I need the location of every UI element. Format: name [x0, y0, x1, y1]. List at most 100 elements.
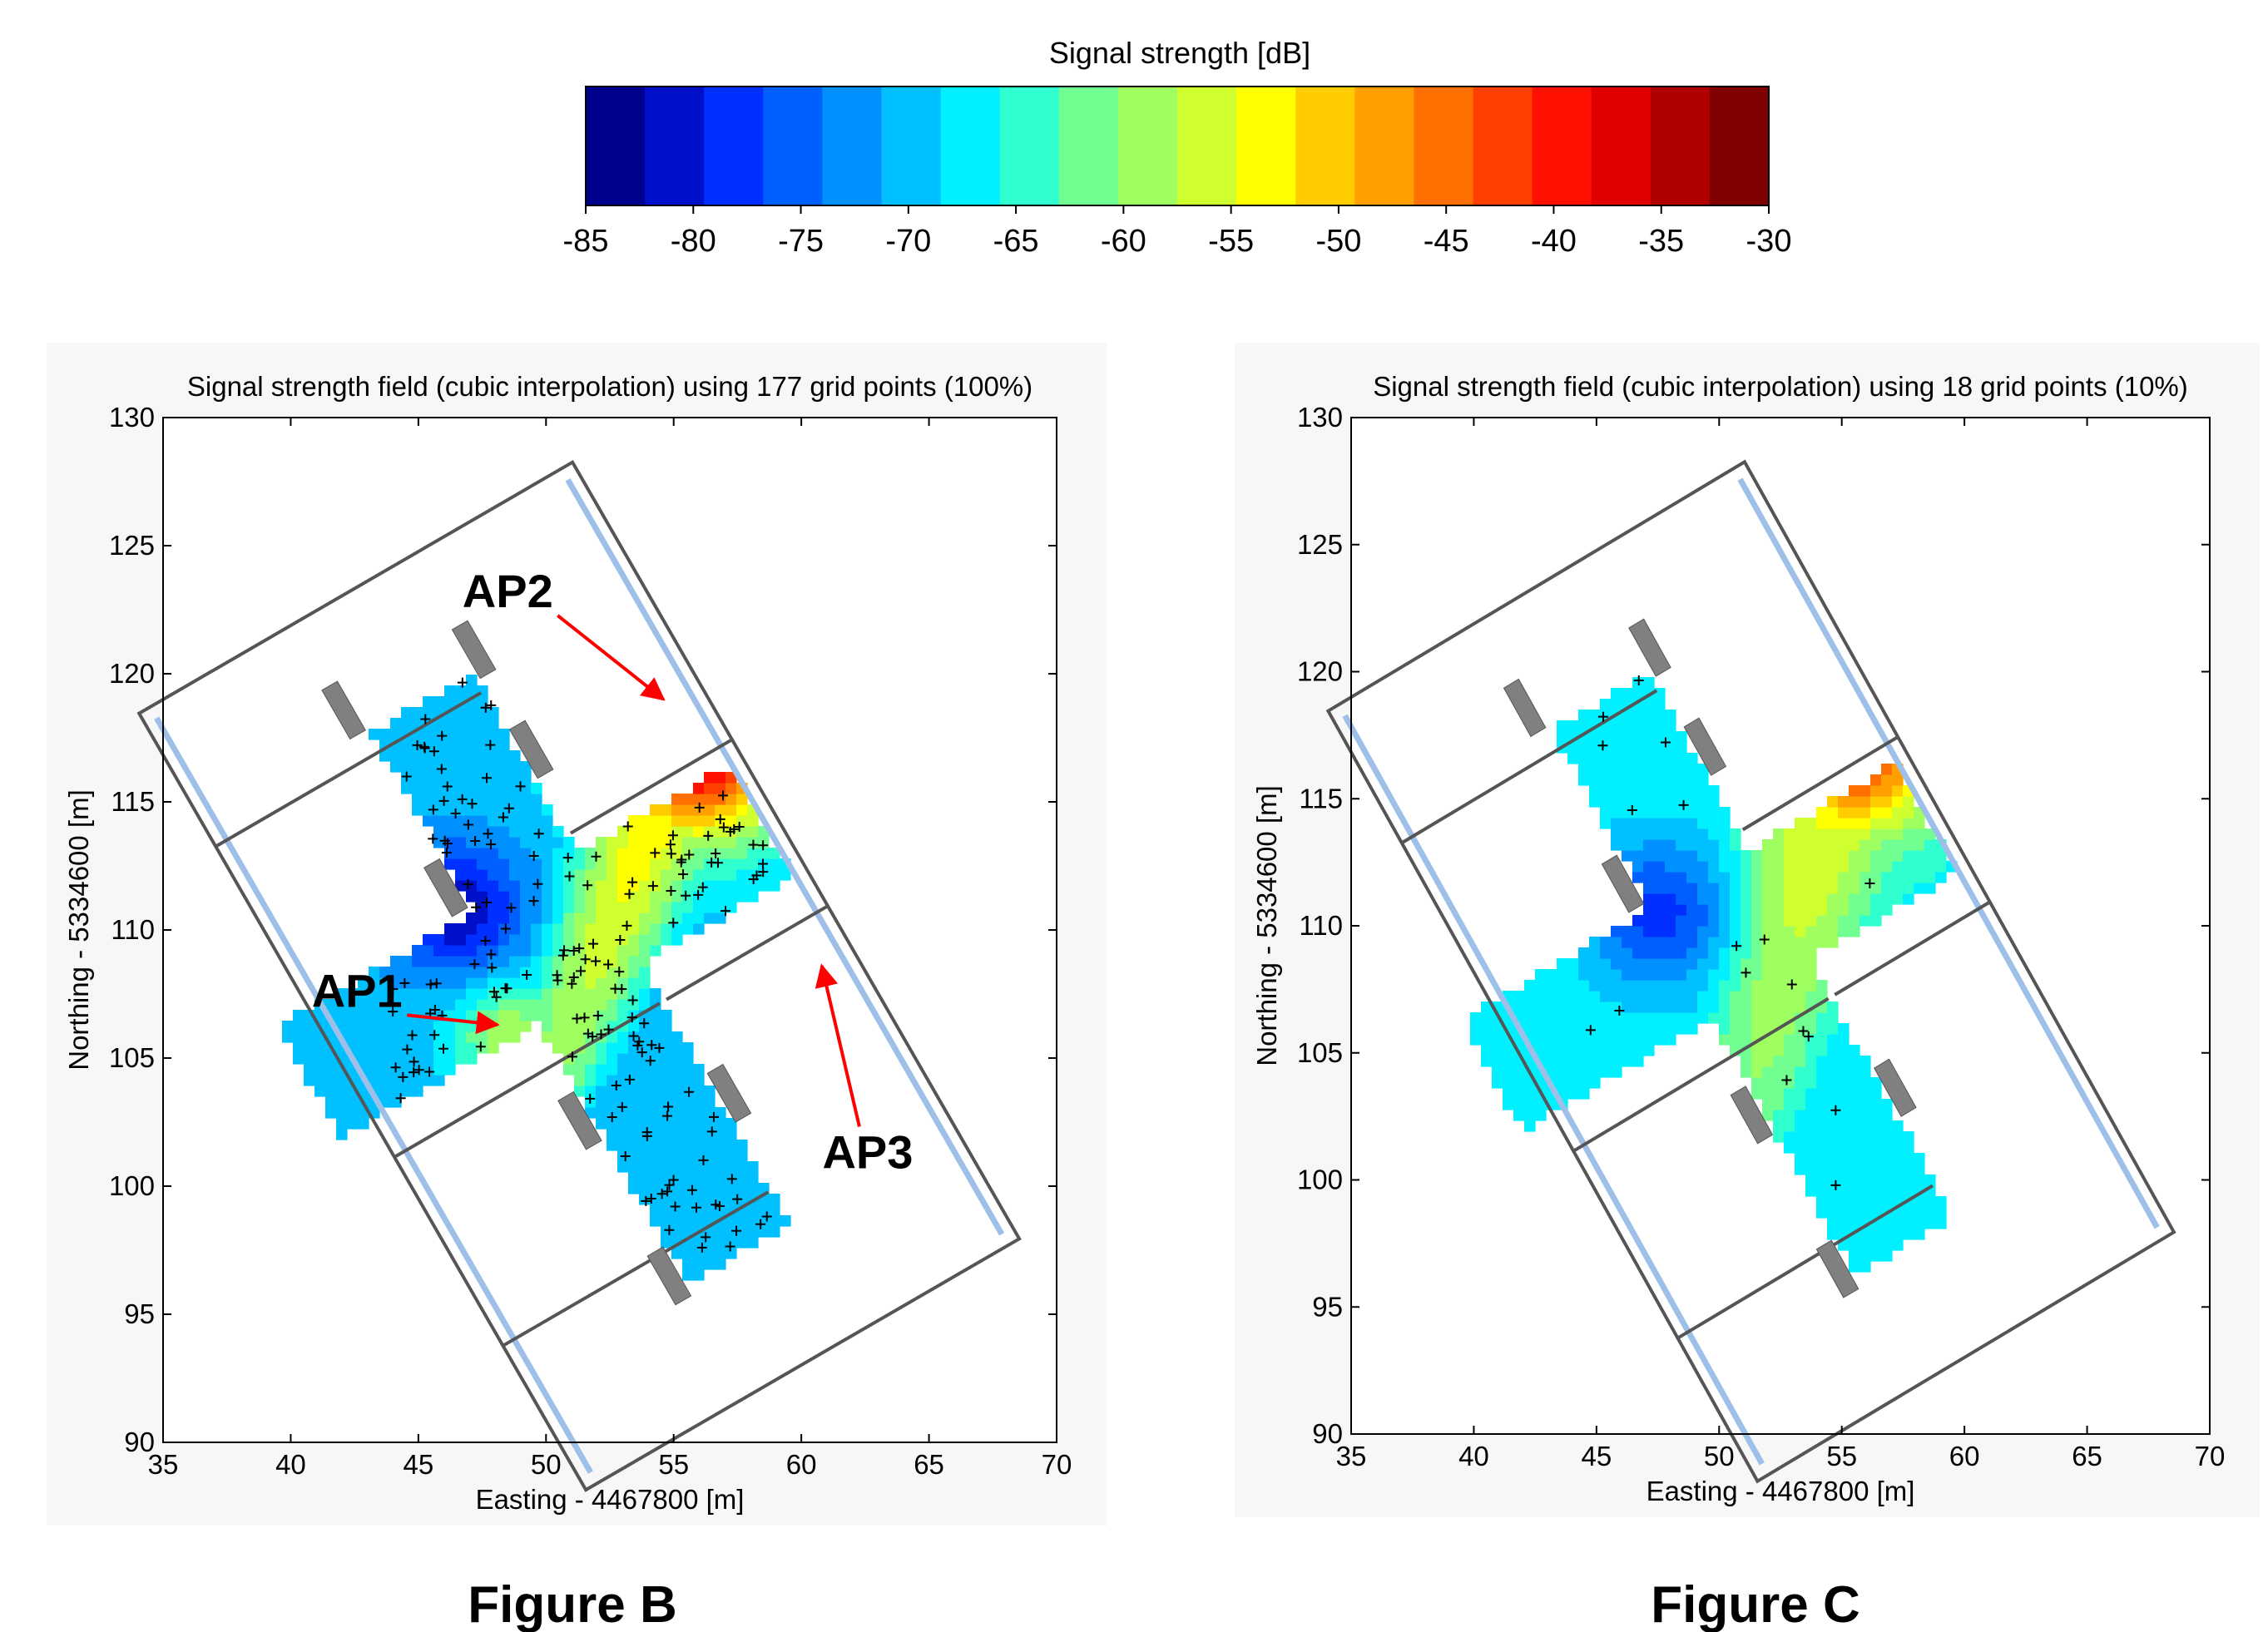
- colorbar-tick-label: -85: [563, 224, 609, 259]
- field-cell: [1578, 720, 1590, 732]
- grid-point-marker: [646, 1040, 657, 1051]
- field-cell: [1805, 1077, 1817, 1089]
- field-cell: [1622, 688, 1633, 700]
- field-cell: [542, 912, 553, 924]
- field-cell: [1589, 958, 1601, 970]
- field-cell: [1697, 947, 1709, 959]
- field-cell: [1708, 807, 1720, 818]
- field-cell: [1827, 926, 1839, 937]
- field-cell: [531, 923, 542, 935]
- field-cell: [1881, 764, 1893, 775]
- field-cell: [423, 945, 434, 957]
- field-cell: [1881, 1218, 1893, 1229]
- field-cell: [488, 956, 499, 967]
- field-cell: [1892, 883, 1904, 894]
- field-cell: [1881, 904, 1893, 916]
- grid-point-marker: [402, 1044, 413, 1055]
- field-cell: [1892, 1229, 1904, 1240]
- y-tick-label: 90: [1312, 1418, 1343, 1449]
- field-cell: [1730, 980, 1741, 992]
- field-cell: [682, 1053, 694, 1065]
- field-cell: [639, 977, 651, 989]
- field-cell: [617, 912, 629, 924]
- field-cell: [477, 1010, 488, 1021]
- field-cell: [1719, 861, 1731, 873]
- field-cell: [1805, 1088, 1817, 1100]
- field-cell: [1622, 710, 1633, 721]
- field-cell: [607, 912, 618, 924]
- field-cell: [1676, 872, 1687, 883]
- field-cell: [1686, 785, 1698, 797]
- field-cell: [466, 869, 478, 881]
- field-cell: [1838, 1034, 1850, 1046]
- field-cell: [379, 1053, 391, 1065]
- field-cell: [1881, 1110, 1893, 1121]
- field-cell: [1589, 937, 1601, 948]
- field-cell: [574, 858, 586, 870]
- field-cell: [585, 912, 597, 924]
- field-cell: [650, 1150, 661, 1162]
- field-cell: [1859, 807, 1871, 818]
- field-cell: [1870, 828, 1882, 840]
- field-cell: [682, 1064, 694, 1076]
- grid-point-marker: [409, 1056, 419, 1067]
- field-cell: [433, 1064, 445, 1076]
- field-cell: [1741, 883, 1752, 894]
- field-cell: [574, 956, 586, 967]
- field-cell: [347, 1021, 359, 1032]
- grid-point-marker: [483, 828, 493, 839]
- field-cell: [1676, 764, 1687, 775]
- field-cell: [1924, 850, 1936, 862]
- grid-point-marker: [1786, 979, 1797, 990]
- field-cell: [628, 912, 640, 924]
- field-cell: [379, 1031, 391, 1043]
- field-cell: [682, 1042, 694, 1054]
- grid-point-marker: [726, 1174, 737, 1184]
- field-cell: [1816, 980, 1828, 992]
- figure-c-panel: Signal strength field (cubic interpolati…: [1235, 343, 2260, 1517]
- field-cell: [682, 815, 694, 827]
- field-cell: [1676, 731, 1687, 743]
- window-wall-left: [154, 716, 593, 1474]
- grid-point-marker: [457, 794, 468, 804]
- door: [508, 720, 554, 779]
- field-cell: [607, 945, 618, 957]
- field-cell: [369, 988, 380, 1000]
- field-cell: [466, 848, 478, 859]
- field-cell: [715, 912, 726, 924]
- y-tick-label: 100: [1297, 1165, 1343, 1195]
- field-cell: [682, 1194, 694, 1205]
- field-cell: [488, 977, 499, 989]
- field-cell: [671, 1150, 683, 1162]
- field-cell: [1795, 1142, 1806, 1154]
- field-cell: [1665, 785, 1676, 797]
- field-cell: [520, 794, 532, 805]
- field-cell: [1686, 828, 1698, 840]
- field-cell: [1784, 926, 1795, 937]
- field-cell: [423, 967, 434, 978]
- y-tick-label: 110: [111, 914, 155, 945]
- field-cell: [1719, 904, 1731, 916]
- field-cell: [563, 912, 575, 924]
- field-cell: [1838, 1120, 1850, 1132]
- field-cell: [1665, 839, 1676, 851]
- field-cell: [1892, 828, 1904, 840]
- field-cell: [1795, 828, 1806, 840]
- x-tick-label: 35: [1336, 1441, 1367, 1471]
- field-cell: [444, 999, 456, 1011]
- field-cell: [1762, 991, 1774, 1002]
- field-cell: [293, 1010, 305, 1021]
- field-cell: [531, 804, 542, 816]
- field-cell: [661, 1064, 672, 1076]
- field-cell: [552, 848, 564, 859]
- field-cell: [725, 1237, 737, 1249]
- field-cell: [1535, 969, 1547, 981]
- field-cell: [715, 891, 726, 903]
- field-cell: [509, 934, 521, 946]
- field-cell: [736, 794, 748, 805]
- field-cell: [1708, 926, 1720, 937]
- field-cell: [693, 1140, 705, 1151]
- signal-field: [282, 675, 791, 1281]
- field-cell: [1611, 785, 1622, 797]
- field-cell: [1697, 796, 1709, 808]
